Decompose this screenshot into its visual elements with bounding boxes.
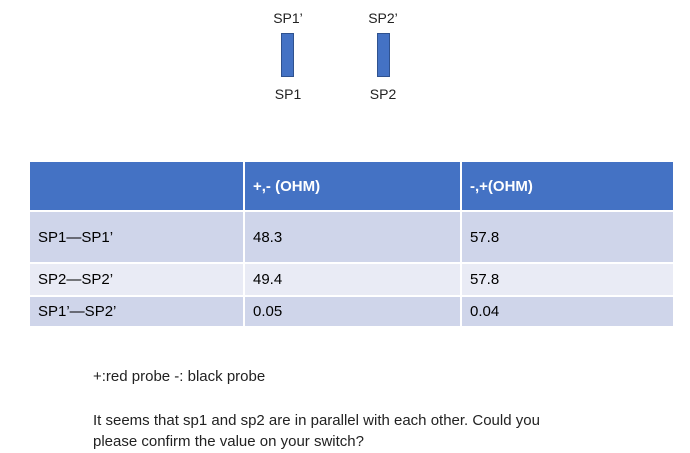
cell: 48.3	[243, 210, 462, 264]
header-row: +,- (OHM) -,+(OHM)	[28, 160, 675, 212]
header-cell	[28, 160, 245, 212]
cell: 0.04	[460, 295, 675, 328]
header-cell: -,+(OHM)	[460, 160, 675, 212]
row-label: SP1’—SP2’	[28, 295, 245, 328]
row-label: SP1—SP1’	[28, 210, 245, 264]
row: SP2—SP2’ 49.4 57.8	[28, 262, 675, 297]
cell: 57.8	[460, 210, 675, 264]
node-top-label: SP1’	[273, 10, 303, 26]
node-bottom-label: SP2	[369, 86, 397, 102]
node-bottom-label: SP1	[274, 86, 302, 102]
header-cell: +,- (OHM)	[243, 160, 462, 212]
cell: 57.8	[460, 262, 675, 297]
cell: 49.4	[243, 262, 462, 297]
node-rect	[377, 33, 390, 77]
node-top-label: SP2’	[368, 10, 398, 26]
cell: 0.05	[243, 295, 462, 328]
node-rect	[281, 33, 294, 77]
row: SP1—SP1’ 48.3 57.8	[28, 210, 675, 264]
note: It seems that sp1 and sp2 are in paralle…	[93, 412, 540, 450]
row-label: SP2—SP2’	[28, 262, 245, 297]
row: SP1’—SP2’ 0.05 0.04	[28, 295, 675, 328]
note: +:red probe -: black probe	[93, 368, 266, 385]
table: +,- (OHM) -,+(OHM) SP1—SP1’ 48.3 57.8 SP…	[28, 160, 675, 328]
